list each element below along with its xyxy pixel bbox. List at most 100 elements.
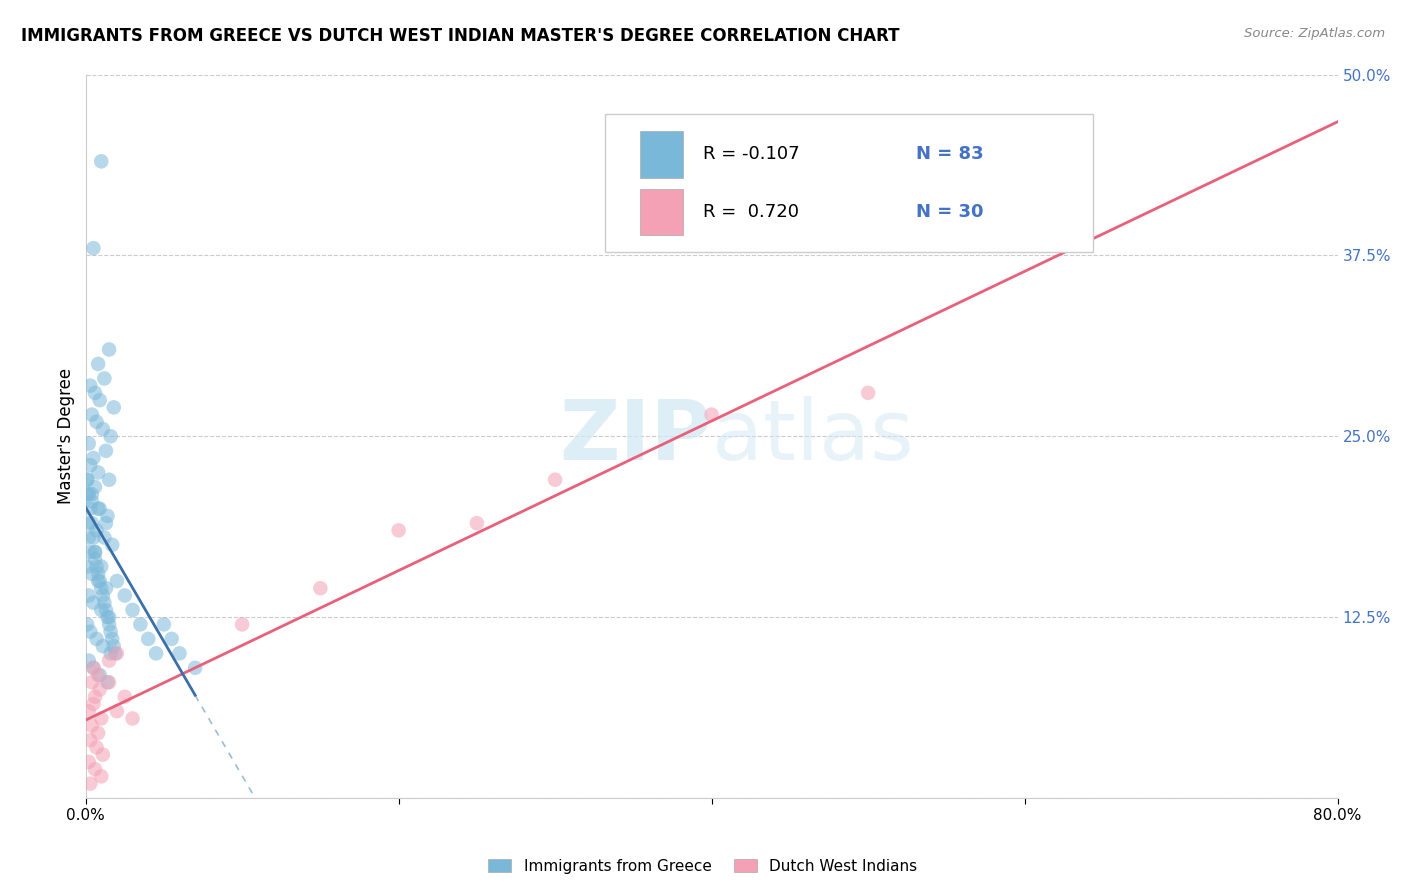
Text: Source: ZipAtlas.com: Source: ZipAtlas.com [1244,27,1385,40]
Point [105,574,128,588]
Point [82,531,104,545]
Text: N = 30: N = 30 [915,202,983,220]
Point [94,443,117,458]
Point [77,589,100,603]
FancyBboxPatch shape [640,188,683,235]
FancyBboxPatch shape [640,131,683,178]
Y-axis label: Master's Degree: Master's Degree [58,368,75,504]
Point [76,617,98,632]
Point [77,487,100,501]
Point [86,740,108,755]
Point [80,408,103,422]
Point [76,487,98,501]
Point [84,552,107,566]
Point [101,632,124,646]
Point [87,566,110,581]
Point [86,415,108,429]
Point [160,632,183,646]
Point [94,516,117,530]
Point [89,668,111,682]
Point [101,538,124,552]
Point [87,574,110,588]
Point [153,617,176,632]
Point [96,675,118,690]
Point [82,596,104,610]
Point [136,632,159,646]
Text: R = -0.107: R = -0.107 [703,145,800,163]
Point [114,589,136,603]
Point [98,675,121,690]
Text: atlas: atlas [711,396,914,477]
Point [103,401,125,415]
Point [79,733,101,747]
Point [82,241,104,255]
Point [93,531,115,545]
Point [98,654,121,668]
Point [90,711,112,725]
Point [84,762,107,776]
Point [87,501,110,516]
Point [100,646,122,660]
Point [91,422,114,436]
Point [94,603,117,617]
Point [82,697,104,711]
Point [544,473,567,487]
Point [388,524,411,538]
Point [84,690,107,704]
Point [79,624,101,639]
Point [100,624,122,639]
Point [80,719,103,733]
Point [96,610,118,624]
Point [309,581,332,595]
Point [104,646,127,660]
Point [129,617,152,632]
Legend: Immigrants from Greece, Dutch West Indians: Immigrants from Greece, Dutch West India… [482,853,924,880]
Point [856,385,879,400]
Point [79,545,101,559]
Point [87,726,110,740]
Point [121,603,143,617]
Point [80,494,103,508]
Point [82,661,104,675]
Point [82,450,104,465]
Point [76,473,98,487]
Point [87,357,110,371]
Point [76,559,98,574]
Point [184,661,207,675]
Point [77,516,100,530]
Point [91,747,114,762]
Point [105,646,128,660]
Point [90,559,112,574]
Point [84,545,107,559]
Point [86,559,108,574]
Point [90,581,112,595]
Point [98,617,121,632]
Point [76,473,98,487]
Point [80,566,103,581]
Point [114,690,136,704]
Point [77,755,100,769]
Point [89,682,111,697]
Point [465,516,488,530]
Point [90,769,112,783]
FancyBboxPatch shape [605,114,1094,252]
Point [79,776,101,790]
Point [86,632,108,646]
Point [231,617,253,632]
Point [103,639,125,653]
Text: ZIP: ZIP [560,396,711,477]
Point [80,487,103,501]
Point [77,654,100,668]
Point [94,581,117,595]
Point [169,646,191,660]
Point [121,711,143,725]
Text: R =  0.720: R = 0.720 [703,202,799,220]
Point [82,661,104,675]
Point [91,589,114,603]
Point [89,574,111,588]
Point [77,436,100,450]
Point [700,408,723,422]
Point [79,458,101,473]
Point [100,429,122,443]
Point [98,343,121,357]
